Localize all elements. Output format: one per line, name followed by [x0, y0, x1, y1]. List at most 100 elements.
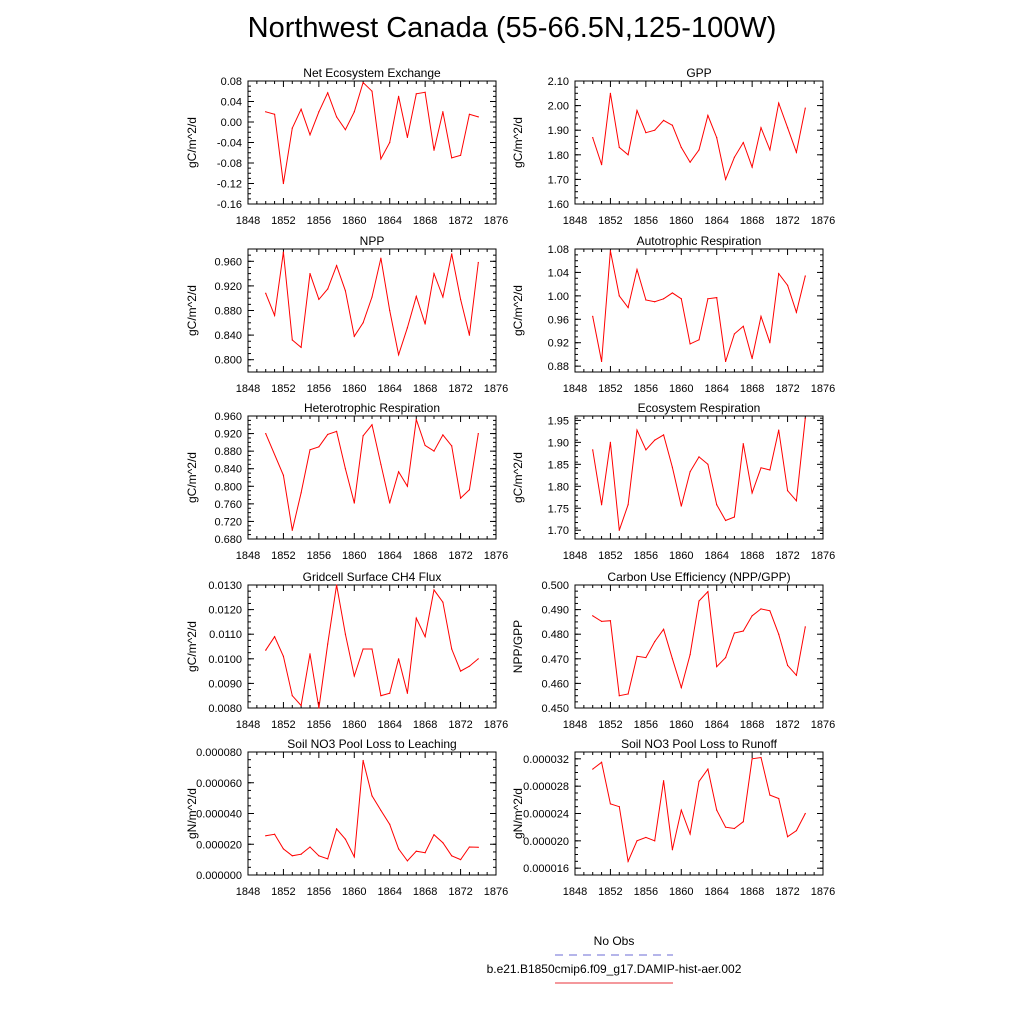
x-tick-label: 1868: [413, 215, 437, 227]
data-point: [636, 655, 638, 657]
data-point: [778, 273, 780, 275]
data-point: [344, 633, 347, 635]
data-point: [371, 424, 373, 426]
panel-title: Gridcell Surface CH4 Flux: [303, 570, 442, 584]
data-point: [724, 826, 727, 828]
y-axis-label: gC/m^2/d: [511, 285, 525, 336]
data-point: [724, 656, 727, 659]
page-title: Northwest Canada (55-66.5N,125-100W): [247, 12, 777, 44]
y-tick-label: 0.800: [214, 355, 242, 367]
data-point: [415, 93, 417, 95]
data-point: [742, 821, 744, 823]
data-point: [459, 154, 462, 156]
y-tick-label: 0.96: [548, 314, 569, 326]
y-tick-label: 0.880: [214, 446, 242, 458]
x-tick-label: 1860: [342, 719, 366, 731]
y-tick-label: 1.85: [548, 459, 569, 471]
y-tick-label: 0.450: [541, 703, 569, 715]
data-point: [662, 119, 665, 121]
x-tick-label: 1848: [236, 550, 260, 562]
data-point: [592, 449, 594, 451]
data-point: [389, 823, 391, 825]
y-tick-label: 0.92: [548, 338, 569, 350]
x-tick-label: 1864: [377, 215, 401, 227]
data-point: [397, 354, 400, 356]
panel-title: Soil NO3 Pool Loss to Runoff: [621, 737, 778, 751]
x-tick-label: 1852: [271, 886, 295, 898]
panel-9: Soil NO3 Pool Loss to Runoff gN/m^2/d 1848…: [511, 737, 835, 898]
y-tick-label: 0.500: [541, 580, 569, 592]
data-point: [795, 311, 798, 313]
data-point: [804, 417, 806, 419]
data-point: [477, 846, 479, 848]
data-point: [265, 835, 267, 837]
series-line: [265, 252, 479, 357]
y-tick-label: 0.0080: [208, 703, 242, 715]
data-point: [618, 295, 620, 297]
series-line: [592, 756, 806, 864]
data-point: [344, 290, 347, 292]
data-point: [318, 446, 320, 448]
data-point: [671, 292, 674, 294]
y-tick-label: 1.80: [548, 150, 569, 162]
data-point: [786, 490, 789, 492]
data-point: [442, 111, 444, 113]
x-tick-label: 1860: [669, 383, 693, 395]
plot-frame: [247, 80, 497, 205]
data-point: [769, 794, 771, 796]
x-tick-label: 1856: [307, 550, 331, 562]
data-point: [353, 856, 355, 858]
x-tick-label: 1864: [377, 383, 401, 395]
data-point: [389, 692, 391, 694]
data-point: [698, 780, 700, 782]
data-point: [300, 704, 302, 707]
y-axis-label: gC/m^2/d: [185, 117, 199, 168]
y-tick-label: 0.490: [541, 605, 569, 617]
data-point: [742, 141, 744, 144]
y-tick-label: 0.000024: [523, 809, 569, 821]
y-axis-label: gC/m^2/d: [185, 285, 199, 336]
data-point: [282, 474, 285, 476]
data-point: [689, 654, 691, 656]
data-point: [397, 848, 400, 850]
data-point: [795, 500, 798, 502]
panel-3: Autotrophic Respiration gC/m^2/d 1848 1852 1…: [511, 234, 835, 395]
x-tick-label: 1852: [271, 719, 295, 731]
data-point: [300, 346, 302, 348]
y-tick-label: 0.960: [214, 411, 242, 423]
data-point: [468, 113, 471, 115]
series-line: [592, 93, 806, 182]
data-point: [397, 658, 400, 660]
data-point: [724, 360, 727, 363]
data-point: [451, 855, 453, 857]
data-point: [300, 853, 302, 855]
y-tick-label: 0.800: [214, 481, 242, 493]
x-tick-label: 1856: [634, 719, 658, 731]
data-point: [291, 127, 293, 129]
data-point: [318, 855, 320, 857]
data-point: [371, 648, 373, 650]
data-point: [389, 502, 391, 504]
x-tick-label: 1868: [740, 719, 764, 731]
data-point: [335, 265, 338, 267]
series-line: [265, 419, 479, 531]
y-tick-label: 0.000028: [523, 781, 569, 793]
x-tick-label: 1848: [563, 719, 587, 731]
data-point: [654, 439, 656, 441]
x-tick-label: 1876: [484, 383, 508, 395]
y-tick-label: 0.000032: [523, 754, 569, 766]
data-point: [645, 836, 647, 839]
data-point: [662, 298, 665, 300]
panel-1: GPP gC/m^2/d 1848 1852 1856 1860 1864 1868 1872 1…: [511, 66, 835, 227]
data-point: [698, 456, 700, 458]
x-tick-label: 1868: [413, 383, 437, 395]
x-tick-label: 1856: [634, 383, 658, 395]
data-point: [424, 323, 426, 325]
x-tick-label: 1864: [704, 886, 728, 898]
data-point: [600, 164, 603, 166]
data-point: [707, 463, 709, 465]
x-tick-label: 1864: [377, 719, 401, 731]
panel-0: Net Ecosystem Exchange gC/m^2/d 1848 1852 18…: [185, 66, 508, 227]
x-tick-label: 1848: [563, 215, 587, 227]
data-point: [751, 492, 753, 494]
